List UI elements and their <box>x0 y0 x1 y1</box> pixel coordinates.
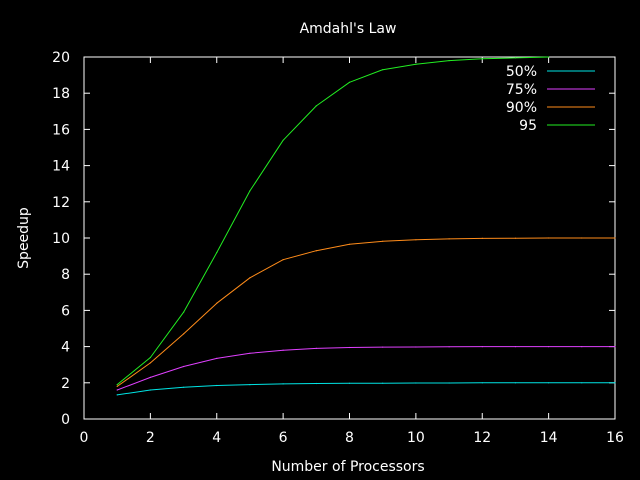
x-tick-label: 16 <box>606 430 624 446</box>
data-point <box>149 362 151 364</box>
data-point <box>282 383 284 385</box>
data-point <box>216 251 218 254</box>
data-point <box>415 382 417 384</box>
y-tick-label: 16 <box>52 122 70 138</box>
y-axis-label: Speedup <box>16 207 32 269</box>
data-point <box>348 382 351 384</box>
x-tick-label: 2 <box>146 430 155 446</box>
data-point <box>116 389 118 391</box>
y-tick-label: 18 <box>52 86 70 102</box>
data-point <box>282 259 284 261</box>
data-point <box>514 237 517 239</box>
series-line-3 <box>116 56 549 385</box>
x-tick-label: 0 <box>80 430 89 446</box>
y-tick-label: 8 <box>61 267 70 283</box>
data-point <box>249 384 251 386</box>
data-point <box>514 346 517 348</box>
data-point <box>348 243 351 245</box>
data-point <box>149 376 151 378</box>
data-point <box>315 250 317 252</box>
data-point <box>614 382 616 384</box>
x-tick-label: 4 <box>212 430 221 446</box>
series-lines <box>116 56 616 396</box>
data-point <box>481 237 483 239</box>
x-tick-label: 10 <box>407 430 425 446</box>
data-point <box>614 237 616 239</box>
data-point <box>415 63 417 65</box>
data-point <box>216 302 218 304</box>
y-tick-label: 12 <box>52 195 70 211</box>
data-point <box>548 56 550 58</box>
data-point <box>183 311 185 313</box>
x-tick-label: 6 <box>279 430 288 446</box>
data-point <box>348 81 351 83</box>
data-point <box>382 240 384 242</box>
data-point <box>249 352 251 354</box>
x-tick-label: 14 <box>540 430 558 446</box>
legend: 50% 75% 90% 95 <box>506 64 595 134</box>
data-point <box>216 384 218 387</box>
legend-label: 50% <box>506 64 537 80</box>
data-point <box>149 356 151 359</box>
legend-label: 90% <box>506 100 537 116</box>
data-point <box>481 382 483 384</box>
x-axis-label: Number of Processors <box>271 459 424 475</box>
data-point <box>348 346 351 349</box>
chart-title: Amdahl's Law <box>300 21 397 37</box>
data-point <box>448 60 450 62</box>
data-point <box>249 190 251 192</box>
data-point <box>282 349 284 351</box>
y-tick-label: 10 <box>52 231 70 247</box>
y-tick-label: 4 <box>61 340 70 356</box>
data-point <box>548 382 550 384</box>
series-line-1 <box>117 346 615 391</box>
data-point <box>448 238 450 240</box>
data-point <box>116 385 118 387</box>
data-point <box>315 347 317 349</box>
data-point <box>249 277 251 279</box>
y-tick-label: 2 <box>61 376 70 392</box>
data-point <box>415 346 417 348</box>
y-tick-label: 14 <box>52 159 70 175</box>
data-point <box>581 382 583 384</box>
data-point <box>514 57 517 59</box>
data-point <box>382 346 384 348</box>
y-tick-label: 0 <box>61 412 70 428</box>
data-point <box>581 346 583 348</box>
data-point <box>183 333 185 335</box>
legend-label: 95 <box>519 118 537 134</box>
data-point <box>315 382 317 385</box>
data-point <box>481 58 483 60</box>
data-point <box>548 346 550 348</box>
series-line-0 <box>117 382 615 396</box>
x-tick-label: 8 <box>345 430 354 446</box>
data-point <box>315 105 317 107</box>
x-tick-label: 12 <box>473 430 491 446</box>
data-point <box>448 346 450 348</box>
data-point <box>415 239 417 241</box>
data-point <box>548 237 550 239</box>
data-point <box>581 237 583 239</box>
data-point <box>481 346 483 348</box>
data-point <box>448 382 450 384</box>
axis-ticks: 0 2 4 6 8 10 12 14 16 0 2 4 6 8 10 12 14 16 18 20 <box>52 50 624 446</box>
y-tick-label: 6 <box>61 303 70 319</box>
data-point <box>116 384 118 386</box>
data-point <box>514 382 517 384</box>
data-point <box>183 365 185 368</box>
data-point <box>382 69 384 71</box>
data-point <box>183 386 185 388</box>
data-point <box>149 389 151 391</box>
y-tick-label: 20 <box>52 50 70 66</box>
data-point <box>116 394 118 396</box>
legend-label: 75% <box>506 82 537 98</box>
data-point <box>216 357 218 359</box>
data-point <box>382 382 384 384</box>
series-line-2 <box>116 237 615 387</box>
data-point <box>614 346 616 348</box>
data-point <box>282 139 284 141</box>
